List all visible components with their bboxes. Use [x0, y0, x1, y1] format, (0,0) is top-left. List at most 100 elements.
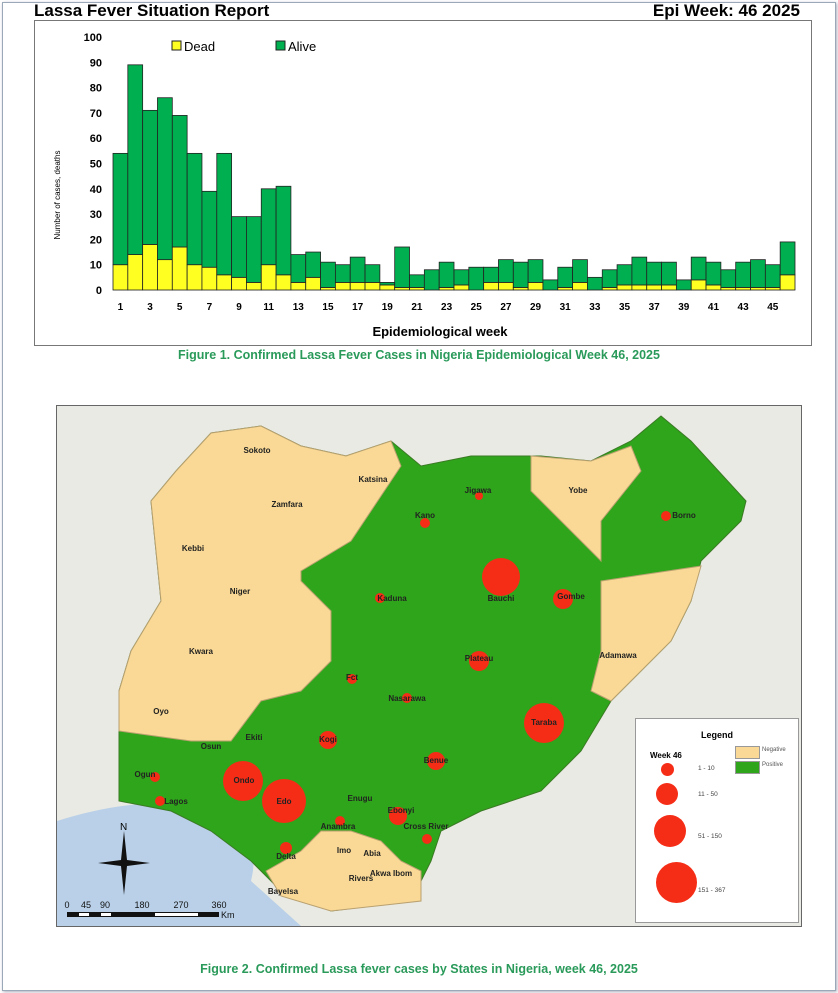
- bar-alive-week-8: [216, 152, 233, 276]
- state-label-nasarawa: Nasarawa: [388, 694, 426, 703]
- legend-alive-swatch: [275, 40, 286, 51]
- state-label-bauchi: Bauchi: [488, 594, 515, 603]
- bar-dead-week-3: [142, 244, 158, 291]
- bar-alive-week-41: [705, 261, 722, 286]
- x-tick-label: 35: [619, 302, 631, 313]
- scale-tick: 45: [81, 900, 91, 910]
- x-tick-label: 1: [118, 302, 124, 313]
- x-tick-label: 45: [767, 302, 779, 313]
- state-label-imo: Imo: [337, 846, 351, 855]
- x-tick-label: 29: [530, 302, 542, 313]
- state-label-akwa-ibom: Akwa Ibom: [370, 869, 412, 878]
- bar-dead-week-19: [379, 284, 396, 291]
- state-label-niger: Niger: [230, 587, 250, 596]
- bar-alive-week-3: [142, 109, 158, 245]
- bar-alive-week-34: [601, 269, 618, 288]
- figure2-caption: Figure 2. Confirmed Lassa fever cases by…: [200, 962, 638, 976]
- case-bubble: [389, 807, 407, 825]
- north-label: N: [120, 822, 127, 833]
- case-bubble: [422, 834, 432, 844]
- negative-region-south: [265, 830, 422, 912]
- bar-alive-week-28: [512, 261, 529, 288]
- bar-alive-week-45: [764, 264, 781, 288]
- x-axis-title: Epidemiological week: [372, 324, 508, 339]
- bar-alive-week-37: [646, 261, 662, 286]
- state-label-kebbi: Kebbi: [182, 544, 204, 553]
- state-label-enugu: Enugu: [348, 794, 373, 803]
- state-label-gombe: Gombe: [557, 592, 585, 601]
- state-label-kaduna: Kaduna: [377, 594, 407, 603]
- bar-dead-week-7: [201, 266, 218, 291]
- bar-alive-week-15: [320, 261, 336, 288]
- negative-label: Negative: [762, 747, 786, 753]
- negative-region-adamawa: [590, 565, 702, 702]
- bar-dead-week-6: [186, 264, 203, 291]
- state-label-fct: Fct: [346, 673, 358, 682]
- bar-dead-week-38: [661, 284, 677, 291]
- case-bubble: [223, 761, 263, 801]
- bar-dead-week-16: [334, 282, 351, 291]
- scale-tick: 90: [100, 900, 110, 910]
- state-label-jigawa: Jigawa: [465, 486, 492, 495]
- bar-alive-week-46: [779, 241, 796, 276]
- bar-alive-week-43: [735, 261, 751, 288]
- bar-alive-week-17: [349, 256, 366, 283]
- nigeria-map: Sokoto Katsina Jigawa Yobe Zamfara Kano Borno K…: [56, 405, 802, 927]
- x-tick-label: 31: [560, 302, 572, 313]
- north-arrow-icon: N: [98, 822, 150, 895]
- y-tick-label: 80: [90, 83, 102, 95]
- bar-dead-week-18: [364, 282, 381, 291]
- bar-alive-week-35: [616, 264, 633, 286]
- state-label-sokoto: Sokoto: [243, 446, 270, 455]
- legend-bubble-2: [656, 783, 678, 805]
- case-bubble: [475, 492, 483, 500]
- bar-dead-week-17: [349, 282, 366, 291]
- case-bubble: [661, 511, 671, 521]
- case-bubble: [553, 589, 573, 609]
- y-tick-label: 30: [90, 209, 102, 221]
- legend-dead-swatch: [171, 40, 182, 51]
- legend-bubble-3: [654, 815, 686, 847]
- legend-class-2: 11 - 50: [698, 791, 718, 798]
- bar-alive-week-26: [483, 266, 499, 283]
- case-bubble: [482, 558, 520, 596]
- legend-alive-label: Alive: [288, 39, 316, 54]
- report-title: Lassa Fever Situation Report: [34, 1, 270, 20]
- x-tick-label: 43: [738, 302, 750, 313]
- y-tick-label: 70: [90, 108, 102, 120]
- x-tick-label: 13: [293, 302, 305, 313]
- bar-alive-week-25: [468, 266, 485, 291]
- x-tick-label: 19: [382, 302, 394, 313]
- bar-dead-week-4: [157, 259, 173, 291]
- bar-alive-week-4: [157, 97, 173, 261]
- state-label-benue: Benue: [424, 756, 449, 765]
- y-tick-label: 60: [90, 133, 102, 145]
- y-tick-label: 20: [90, 234, 102, 246]
- bar-alive-week-2: [127, 64, 144, 255]
- x-tick-label: 5: [177, 302, 183, 313]
- bar-alive-week-6: [186, 152, 203, 266]
- bar-dead-week-32: [572, 282, 588, 291]
- state-label-taraba: Taraba: [531, 718, 557, 727]
- x-tick-label: 41: [708, 302, 720, 313]
- bar-dead-week-9: [231, 276, 247, 291]
- y-tick-label: 100: [84, 32, 102, 44]
- bar-alive-week-5: [171, 115, 188, 248]
- case-bubble: [402, 693, 412, 703]
- state-label-ogun: Ogun: [135, 770, 156, 779]
- negative-swatch: [735, 746, 760, 759]
- bar-alive-week-7: [201, 190, 218, 268]
- epi-week: Epi Week: 46 2025: [652, 1, 800, 20]
- positive-label: Positive: [762, 762, 784, 768]
- bar-dead-week-11: [260, 264, 277, 291]
- bar-dead-week-1: [112, 264, 129, 291]
- x-tick-label: 37: [649, 302, 661, 313]
- case-bubble: [280, 842, 292, 854]
- x-tick-label: 9: [236, 302, 242, 313]
- bar-dead-week-2: [127, 254, 144, 291]
- case-bubble: [150, 772, 160, 782]
- x-tick-label: 21: [411, 302, 423, 313]
- state-label-ebonyi: Ebonyi: [388, 806, 415, 815]
- bar-alive-week-29: [527, 259, 544, 283]
